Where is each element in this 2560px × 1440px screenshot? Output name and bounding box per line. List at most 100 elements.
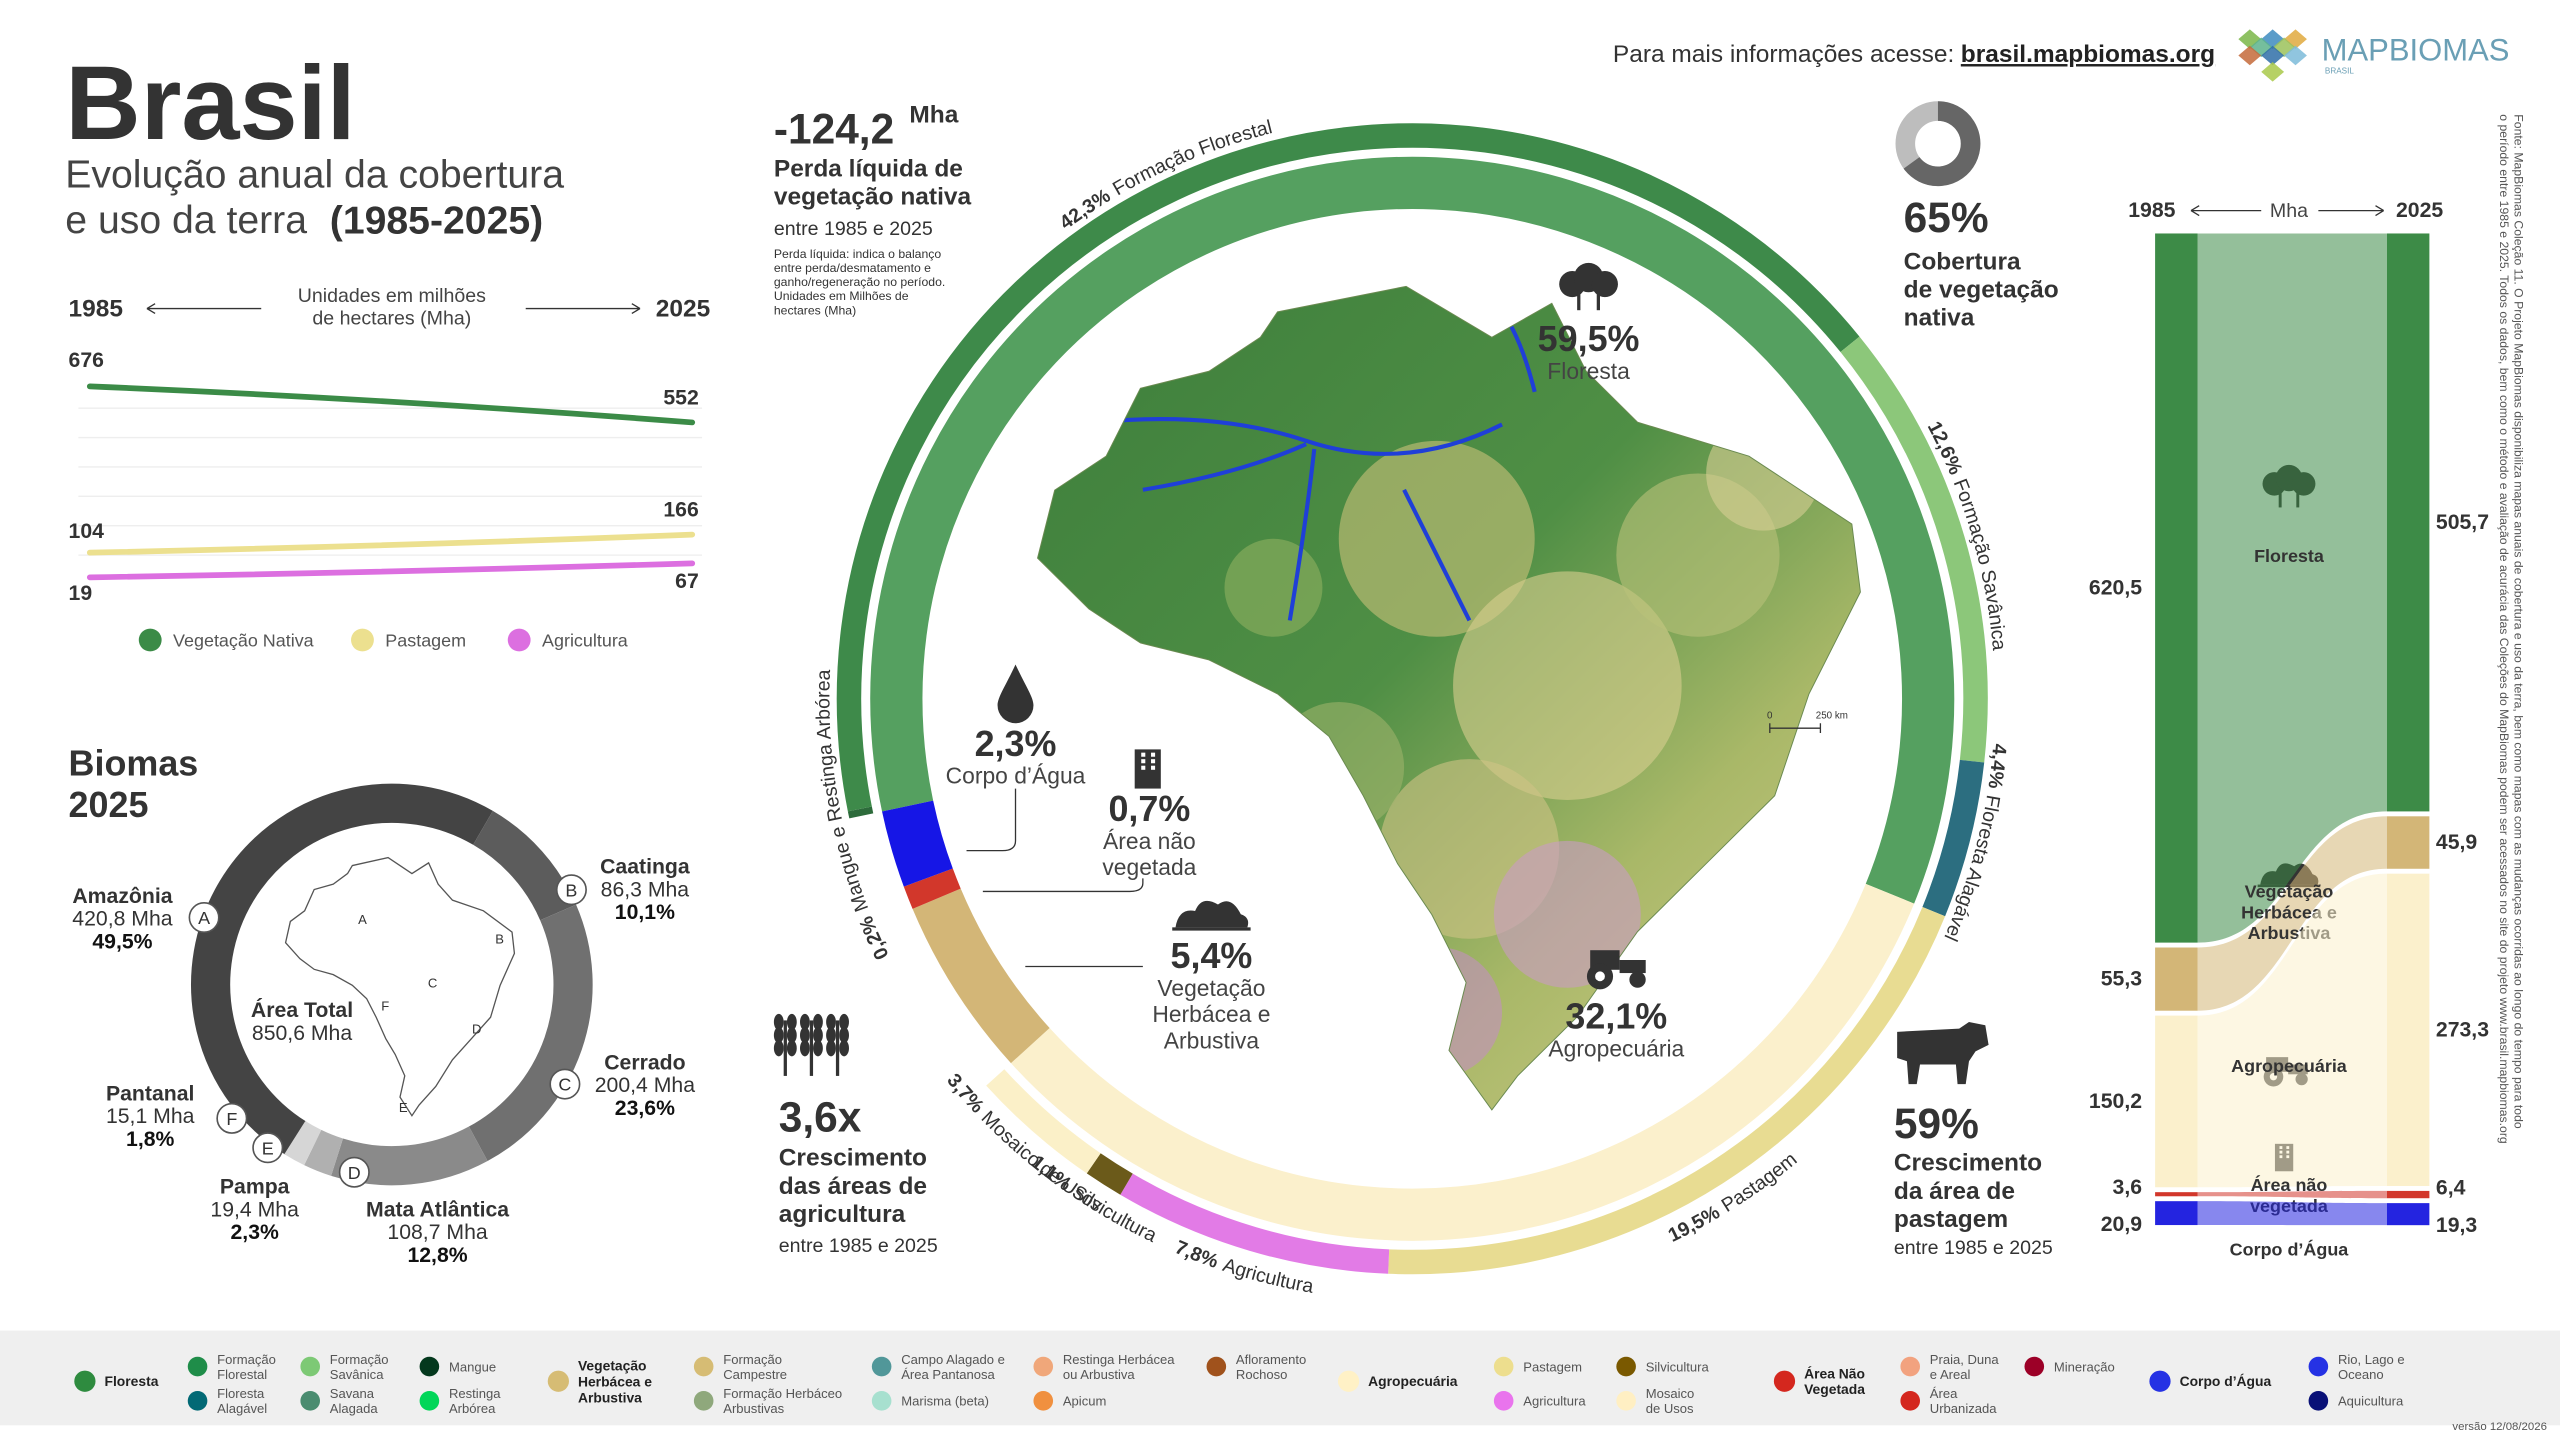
stat-period: entre 1985 e 2025 xyxy=(1894,1237,2053,1259)
total-label: Área Total xyxy=(251,997,353,1022)
icon-bush xyxy=(1172,900,1251,931)
text-line: Campestre xyxy=(723,1367,787,1382)
biome-area: 420,8 Mha xyxy=(72,908,172,931)
biome-letter: E xyxy=(262,1138,274,1158)
mini-map-letter: A xyxy=(358,912,367,927)
inner-value-label: 0,7% xyxy=(1108,788,1190,829)
legend-item: Praia, Duna e Areal xyxy=(1930,1352,2000,1382)
legend-item: Marisma (beta) xyxy=(901,1394,989,1409)
stat-label: Crescimento da área de pastagem xyxy=(1894,1150,2042,1233)
text-line: de Usos xyxy=(1646,1401,1694,1416)
source-note: Fonte: MapBiomas Coleção 11. O Projeto M… xyxy=(2497,114,2525,1144)
legend-swatch xyxy=(1493,1356,1514,1377)
info-label: Para mais informações acesse: xyxy=(1613,41,1954,68)
icon-part xyxy=(1591,271,1618,298)
trend-line xyxy=(86,531,696,556)
text-line: vegetação nativa xyxy=(774,183,972,210)
sankey-end-label: 6,4 xyxy=(2436,1177,2466,1200)
inner-value-label: 59,5% xyxy=(1538,318,1640,359)
legend-item: Silvicultura xyxy=(1646,1359,1710,1374)
x-tick-label: 2025 xyxy=(656,296,710,323)
text-line: Crescimento xyxy=(1894,1150,2042,1177)
text-line: Formação xyxy=(217,1352,276,1367)
map-patch xyxy=(1338,440,1535,637)
text-line: Herbácea e xyxy=(1152,1001,1270,1027)
icon-tractor xyxy=(1586,950,1646,990)
inner-category: Corpo d’Água xyxy=(946,763,1086,789)
stat-label: Cobertura de vegetação nativa xyxy=(1904,248,2059,331)
icon-part xyxy=(1141,752,1146,757)
legend-swatch xyxy=(419,1356,440,1377)
sankey-node-end xyxy=(2386,873,2430,1187)
biome-letter-badge xyxy=(338,1156,370,1188)
icon-part xyxy=(1577,290,1581,311)
text-line: Rochoso xyxy=(1236,1367,1288,1382)
map-patch xyxy=(1224,538,1323,637)
sankey-node-start xyxy=(2155,1201,2198,1226)
text-line: Biomas xyxy=(69,743,199,784)
legend-swatch xyxy=(1900,1391,1920,1411)
icon-part xyxy=(826,1013,836,1031)
text-line: de vegetação xyxy=(1904,277,2059,304)
text-line: e Areal xyxy=(1930,1367,1971,1382)
inner-ring-segment xyxy=(912,888,1050,1064)
logo-tile xyxy=(2261,45,2285,66)
sankey-node-start xyxy=(2155,233,2198,943)
leader-line xyxy=(966,788,1017,852)
text-line: hectares (Mha) xyxy=(774,303,856,317)
sankey-node-end xyxy=(2386,1203,2430,1226)
biome-name: Mata Atlântica xyxy=(366,1198,509,1221)
mini-map-letter: E xyxy=(399,1100,408,1115)
legend-swatch xyxy=(138,628,162,652)
legend-item: Restinga Herbácea ou Arbustiva xyxy=(1063,1352,1175,1382)
text-line: Savana xyxy=(330,1386,375,1401)
outer-ring-segment xyxy=(1922,759,1985,917)
sankey-node-end xyxy=(2386,233,2430,812)
legend-item: Campo Alagado e Área Pantanosa xyxy=(901,1352,1005,1382)
total-value: 850,6 Mha xyxy=(252,1022,352,1045)
text-line: Área não xyxy=(1103,828,1196,854)
stat-value: 65% xyxy=(1904,194,1989,241)
legend-swatch xyxy=(1033,1391,1054,1411)
outer-ring-segment xyxy=(847,806,874,819)
legend-item: Savana Alagada xyxy=(330,1386,379,1416)
legend-swatch xyxy=(2308,1356,2329,1377)
legend-label: Vegetação Nativa xyxy=(173,631,314,651)
legend-swatch xyxy=(187,1356,208,1377)
text-line: da área de xyxy=(1894,1178,2015,1205)
icon-part xyxy=(1172,927,1251,931)
stat-unit: Mha xyxy=(909,101,958,128)
sankey-end-label: 45,9 xyxy=(2436,831,2477,854)
text-line: Arbustiva xyxy=(1164,1027,1260,1053)
icon-wheat xyxy=(773,1013,849,1076)
text-line: Mosaico xyxy=(1646,1386,1695,1401)
biome-area: 86,3 Mha xyxy=(601,878,690,901)
legend-swatch xyxy=(187,1391,208,1411)
biome-name: Pampa xyxy=(220,1175,290,1198)
legend-swatch xyxy=(300,1356,320,1377)
icon-part xyxy=(839,1040,849,1057)
value-label: 67 xyxy=(675,570,699,593)
legend-item: Mangue xyxy=(449,1359,496,1374)
biome-arc xyxy=(191,783,493,1155)
icon-cow xyxy=(1897,1022,1989,1085)
legend-label: Pastagem xyxy=(385,631,466,651)
outer-ring-segment xyxy=(1120,1173,1390,1274)
icon-part xyxy=(1629,971,1646,988)
sankey-category: Agropecuária xyxy=(2231,1056,2348,1076)
icon-part xyxy=(800,1040,810,1057)
stat-label: Crescimento das áreas de agricultura xyxy=(779,1145,927,1228)
logo-tile xyxy=(2261,62,2285,82)
icon-part xyxy=(826,1026,836,1044)
icon-part xyxy=(773,1040,784,1057)
legend-item: Mineração xyxy=(2054,1359,2115,1374)
x-tick-label: 1985 xyxy=(69,296,123,323)
legend-group-swatch xyxy=(74,1370,96,1392)
text-line: Alagável xyxy=(217,1401,267,1416)
legend-swatch xyxy=(351,628,374,652)
biome-area: 108,7 Mha xyxy=(387,1221,487,1244)
text-line: Vegetação xyxy=(578,1357,647,1373)
legend-swatch xyxy=(871,1356,892,1377)
sankey-start-label: 3,6 xyxy=(2113,1176,2143,1199)
